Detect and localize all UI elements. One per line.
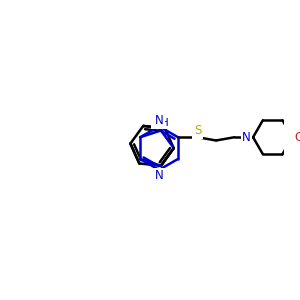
Text: O: O	[294, 131, 300, 144]
Text: NH: NH	[153, 118, 169, 128]
Text: S: S	[194, 124, 201, 137]
Text: N: N	[155, 169, 164, 182]
Text: N: N	[242, 131, 251, 144]
Text: N: N	[155, 114, 164, 127]
